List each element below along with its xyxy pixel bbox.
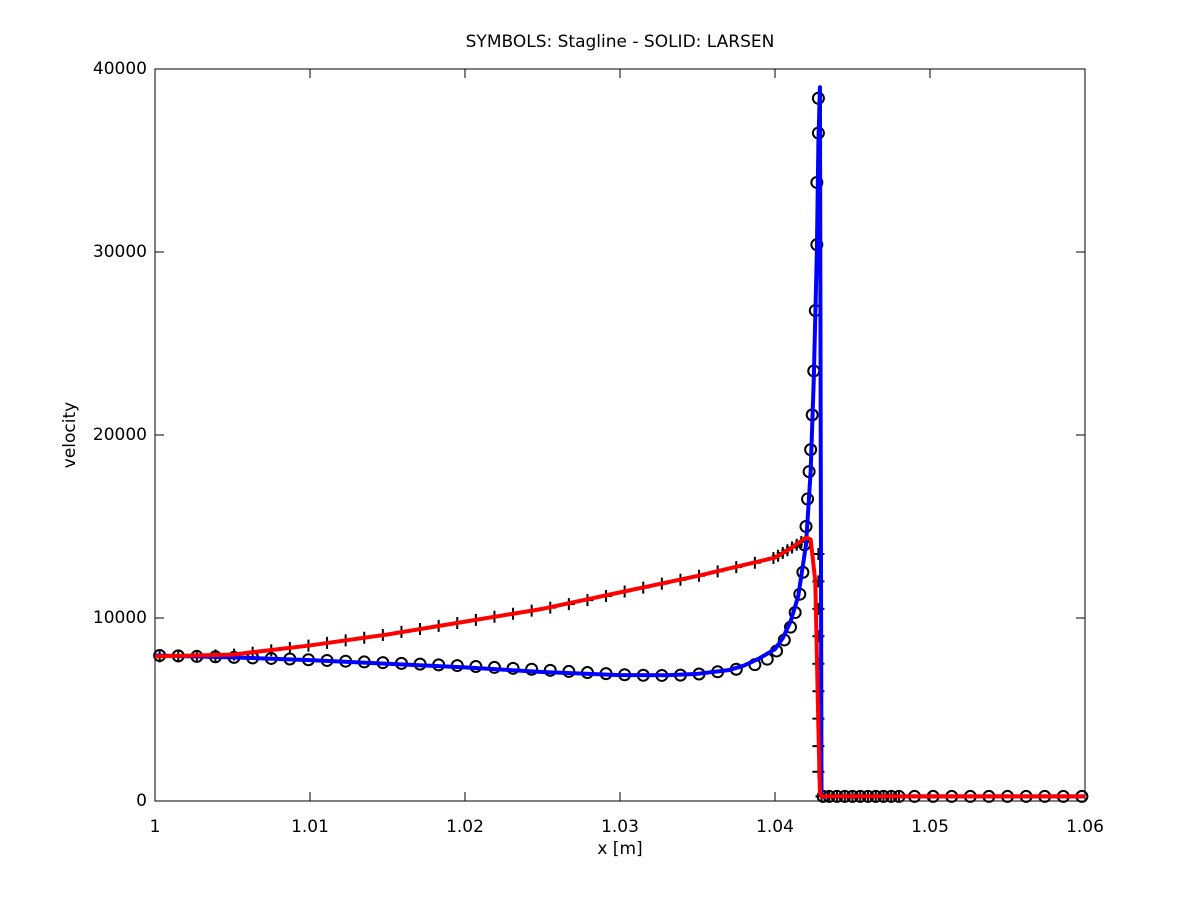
- y-tick-label: 20000: [93, 425, 147, 445]
- series-line: [154, 535, 1085, 799]
- x-tick-label: 1.06: [1066, 817, 1104, 837]
- x-tick-label: 1.03: [601, 817, 639, 837]
- x-tick-label: 1.01: [291, 817, 329, 837]
- y-tick-label: 0: [136, 791, 147, 811]
- y-tick-label: 40000: [93, 59, 147, 79]
- x-tick-label: 1: [150, 817, 161, 837]
- series-line: [154, 85, 1085, 799]
- x-tick-label: 1.04: [756, 817, 794, 837]
- x-tick-label: 1.05: [911, 817, 949, 837]
- x-axis-label: x [m]: [597, 839, 642, 859]
- y-tick-label: 30000: [93, 242, 147, 262]
- y-axis-label: velocity: [60, 402, 80, 468]
- x-tick-label: 1.02: [446, 817, 484, 837]
- y-tick-label: 10000: [93, 608, 147, 628]
- chart-title: SYMBOLS: Stagline - SOLID: LARSEN: [466, 32, 775, 52]
